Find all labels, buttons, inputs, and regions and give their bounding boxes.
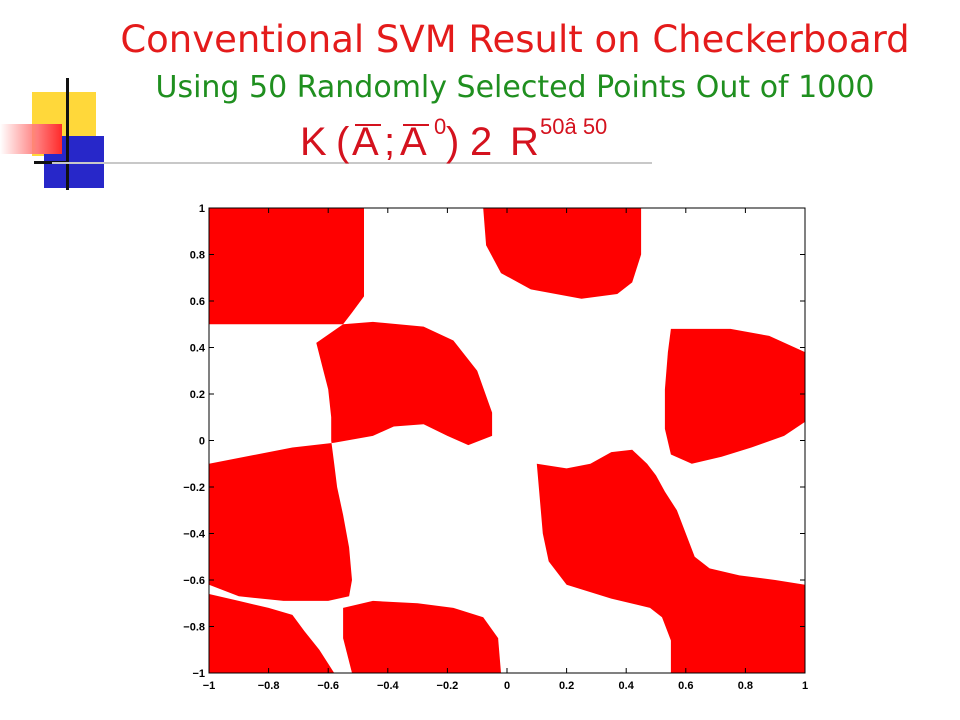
y-tick-label: 0.8 [190, 250, 205, 262]
formula-k: K [300, 120, 327, 164]
x-tick-label: −0.4 [377, 680, 400, 692]
x-tick-label: 0.6 [678, 680, 693, 692]
region-top-center [483, 208, 642, 299]
x-tick-label: 0.4 [619, 680, 635, 692]
x-tick-label: −0.6 [317, 680, 339, 692]
x-tick-label: −0.8 [258, 680, 280, 692]
formula-r: R [510, 120, 539, 164]
region-center-left [209, 321, 493, 601]
y-tick-label: −0.6 [183, 575, 205, 587]
formula-superscript: 50â 50 [540, 114, 608, 139]
formula-a2-bar [403, 124, 429, 126]
x-tick-label: −1 [203, 680, 216, 692]
formula-prime: 0 [434, 114, 447, 139]
deco-red-streak [0, 124, 62, 154]
decision-regions [209, 208, 805, 673]
kernel-formula: K ( A ; A 0 ) 2 R 50â 50 [300, 114, 640, 170]
title-divider [52, 162, 652, 164]
slide-title: Conventional SVM Result on Checkerboard [120, 18, 910, 61]
formula-a2: A [400, 120, 427, 164]
y-tick-label: 0.6 [190, 296, 205, 308]
y-tick-label: −0.2 [183, 482, 205, 494]
region-bottom-left [209, 594, 335, 673]
region-bottom-center [343, 600, 501, 673]
x-tick-label: −0.2 [437, 680, 459, 692]
x-tick-label: 1 [802, 680, 808, 692]
y-tick-label: −0.8 [183, 622, 205, 634]
formula-open-paren: ( [336, 120, 350, 164]
x-tick-label: 0.8 [738, 680, 753, 692]
y-tick-label: −1 [192, 668, 205, 680]
y-tick-label: 0.2 [190, 389, 205, 401]
formula-semicolon: ; [384, 120, 396, 164]
deco-horizontal-line [34, 161, 68, 164]
formula-a1: A [352, 120, 379, 164]
y-tick-label: −0.4 [183, 529, 206, 541]
y-tick-label: 0 [199, 436, 205, 448]
slide-subtitle: Using 50 Randomly Selected Points Out of… [155, 70, 875, 105]
region-top-left [209, 208, 364, 325]
formula-a1-bar [355, 124, 381, 126]
y-tick-label: 1 [199, 203, 205, 215]
region-center-right [536, 449, 805, 673]
x-tick-label: 0 [504, 680, 510, 692]
formula-two: 2 [470, 120, 493, 164]
x-tick-label: 0.2 [559, 680, 574, 692]
formula-close-paren: ) [446, 120, 460, 164]
deco-vertical-line [66, 78, 69, 190]
y-tick-label: 0.4 [190, 343, 206, 355]
region-right-upper [664, 328, 805, 464]
axis-ticks: −1 −0.8 −0.6 −0.4 −0.2 0 0.2 0.4 0.6 0.8 1 1 0.8 0.6 0… [183, 203, 808, 692]
